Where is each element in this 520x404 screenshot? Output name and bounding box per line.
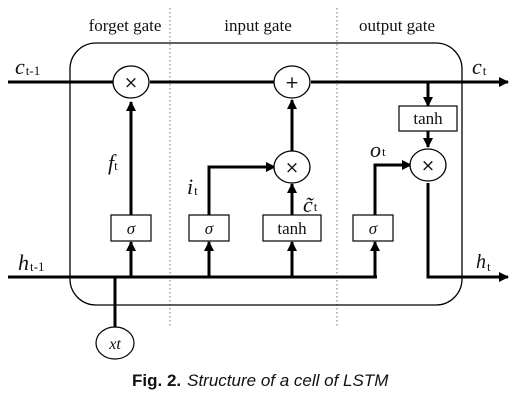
output-gate-line xyxy=(373,160,412,215)
x-input-label: xt xyxy=(108,336,121,353)
add-symbol: + xyxy=(285,73,299,93)
c-out-label: ct xyxy=(472,54,487,79)
input-tanh-box: tanh xyxy=(262,214,322,242)
figure-caption: Fig. 2. Structure of a cell of LSTM xyxy=(132,371,389,390)
candidate-signal-label: c̃t xyxy=(303,192,318,217)
forget-gate-heading: forget gate xyxy=(89,16,162,35)
figure-caption-label: Fig. 2. xyxy=(132,371,181,390)
tanh-label: tanh xyxy=(277,219,307,238)
forget-sigma-box: σ xyxy=(110,214,152,242)
sigma-label: σ xyxy=(369,219,378,238)
input-sigma-box: σ xyxy=(188,214,230,242)
figure-caption-text: Structure of a cell of LSTM xyxy=(187,371,389,390)
h-prev-label: ht-1 xyxy=(18,250,44,275)
input-gate-heading: input gate xyxy=(224,16,292,35)
input-gate-line xyxy=(207,162,276,215)
input-multiply-node: × xyxy=(273,150,311,184)
x-input-node: xt xyxy=(95,326,135,360)
c-prev-label: ct-1 xyxy=(15,54,40,79)
forget-multiply-node: × xyxy=(112,65,150,99)
multiply-symbol: × xyxy=(124,73,138,93)
output-tanh-box: tanh xyxy=(398,105,458,132)
output-signal-label: ot xyxy=(370,137,386,162)
input-signal-label: it xyxy=(187,174,198,199)
tanh-label: tanh xyxy=(413,109,443,128)
h-out-label: ht xyxy=(476,251,491,274)
output-gate-heading: output gate xyxy=(359,16,435,35)
output-sigma-box: σ xyxy=(352,214,394,242)
output-multiply-node: × xyxy=(409,148,447,182)
sigma-label: σ xyxy=(127,219,136,238)
hidden-output-line xyxy=(426,183,509,282)
multiply-symbol: × xyxy=(285,158,299,178)
cell-add-node: + xyxy=(273,65,311,99)
multiply-symbol: × xyxy=(421,156,435,176)
forget-signal-label: ft xyxy=(108,150,118,175)
sigma-label: σ xyxy=(205,219,214,238)
cell-container xyxy=(69,42,463,306)
